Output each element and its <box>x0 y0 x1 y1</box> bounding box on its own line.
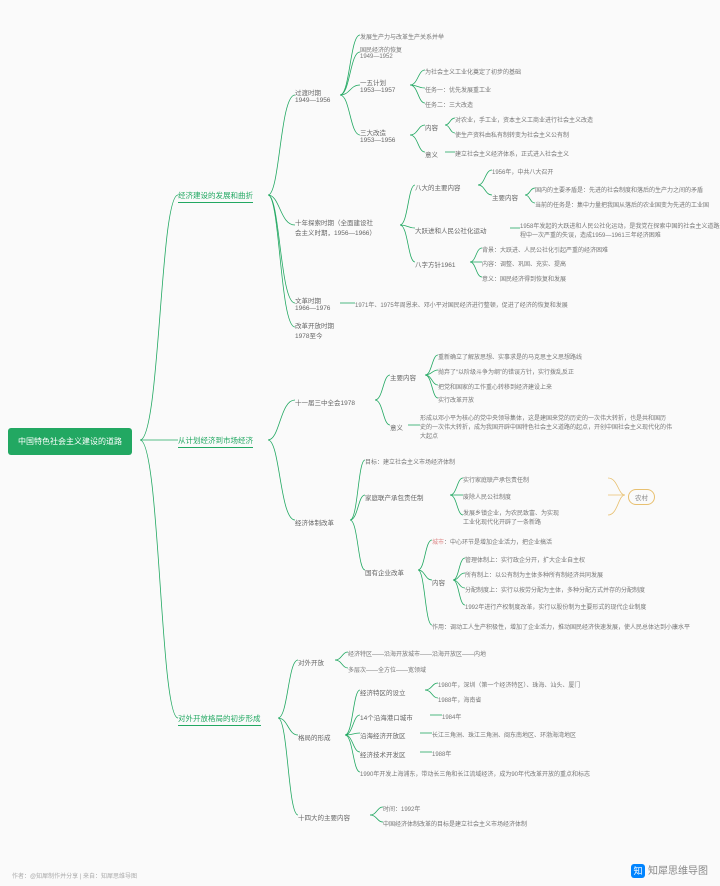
node-11th-plenum[interactable]: 十一届三中全会1978 <box>295 397 355 407</box>
node-first-plan[interactable]: 一五计划 1953—1957 <box>360 77 395 94</box>
leaf: 抛弃了“以阶级斗争为纲”的错误方针，实行拨乱反正 <box>438 367 574 376</box>
leaf: 时间：1992年 <box>383 804 420 813</box>
node[interactable]: 经济特区的设立 <box>360 687 406 697</box>
root-node[interactable]: 中国特色社会主义建设的道路 <box>8 428 132 455</box>
leaf: 意义：国民经济得到恢复和发展 <box>482 274 566 283</box>
zhihu-icon: 知 <box>631 864 645 878</box>
node-household[interactable]: 家庭联产承包责任制 <box>365 492 424 502</box>
node-transition[interactable]: 过渡时期 1949—1956 <box>295 87 330 104</box>
branch-economy-dev[interactable]: 经济建设的发展和曲折 <box>178 190 253 203</box>
leaf: 废除人民公社制度 <box>463 492 511 501</box>
node[interactable]: 意义 <box>390 422 403 432</box>
leaf: 国民经济的恢复 1949—1952 <box>360 45 402 60</box>
leaf: 1971年、1975年周恩来、邓小平对国民经济进行整顿，促进了经济的恢复和发展 <box>355 300 568 309</box>
leaf: 1958年发起的大跃进和人民公社化运动，是我党在探索中国的社会主义道路过 程中一… <box>520 221 720 239</box>
leaf: 发展乡镇企业，为农民致富、为实现 工业化现代化开辟了一条新路 <box>463 508 559 526</box>
leaf: 分配制度上：实行以按劳分配为主体，多种分配方式并存的分配制度 <box>465 585 645 594</box>
mindmap-container: 中国特色社会主义建设的道路 经济建设的发展和曲折 过渡时期 1949—1956 … <box>0 0 720 886</box>
leaf: 国内的主要矛盾是：先进的社会制度和落后的生产力之间的矛盾 <box>535 185 703 194</box>
leaf: 实行家庭联产承包责任制 <box>463 475 529 484</box>
bubble-rural: 农村 <box>628 489 655 505</box>
node[interactable]: 主要内容 <box>390 372 416 382</box>
node[interactable]: 八字方针1961 <box>415 259 455 269</box>
node[interactable]: 意义 <box>425 149 438 159</box>
leaf: 作用：调动工人生产积极性，增加了企业活力，推动国民经济快速发展，使人民总体达到小… <box>432 622 690 631</box>
node[interactable]: 经济技术开发区 <box>360 749 406 759</box>
node[interactable]: 内容 <box>432 577 445 587</box>
leaf: 长江三角洲、珠江三角洲、闽东南地区、环渤海湾地区 <box>432 730 576 739</box>
leaf: 多层次——全方位——宽领域 <box>348 665 426 674</box>
node-cultural-rev[interactable]: 文革时期 1966—1976 <box>295 295 330 312</box>
leaf: 任务一：优先发展重工业 <box>425 85 491 94</box>
leaf: 1956年，中共八大召开 <box>492 167 553 176</box>
leaf: 1980年，深圳（第一个经济特区）、珠海、汕头、厦门 <box>438 680 580 689</box>
leaf: 1988年，海南省 <box>438 695 481 704</box>
leaf: 对农业，手工业，资本主义工商业进行社会主义改造 <box>455 115 593 124</box>
node[interactable]: 沿海经济开放区 <box>360 730 406 740</box>
node-soe-reform[interactable]: 国有企业改革 <box>365 567 404 577</box>
leaf: 发展生产力与改革生产关系并举 <box>360 32 444 41</box>
leaf: 重新确立了解放思想、实事求是的马克思主义思想路线 <box>438 352 582 361</box>
node[interactable]: 14个沿海港口城市 <box>360 712 413 722</box>
leaf: 任务二：三大改造 <box>425 100 473 109</box>
leaf: 实行改革开放 <box>438 395 474 404</box>
node-open-outside[interactable]: 对外开放 <box>298 657 324 667</box>
leaf: 1992年进行产权制度改革，实行以股份制为主要形式的现代企业制度 <box>465 602 646 611</box>
node-reform-open[interactable]: 改革开放时期 1978至今 <box>295 320 334 340</box>
leaf: 背景：大跃进、人民公社化引起严重的经济困难 <box>482 245 608 254</box>
node[interactable]: 八大的主要内容 <box>415 182 461 192</box>
node[interactable]: 主要内容 <box>492 192 518 202</box>
leaf: 经济特区——沿海开放城市——沿海开放区——内地 <box>348 649 486 658</box>
branch-plan-to-market[interactable]: 从计划经济到市场经济 <box>178 435 253 448</box>
leaf: 城市：中心环节是增加企业活力，把企业搞活 <box>432 537 552 546</box>
leaf: 中国经济体制改革的目标是建立社会主义市场经济体制 <box>383 819 527 828</box>
leaf: 把党和国家的工作重心转移到经济建设上来 <box>438 382 552 391</box>
leaf: 使生产资料由私有制转变为社会主义公有制 <box>455 130 569 139</box>
node[interactable]: 大跃进和人民公社化运动 <box>415 225 487 235</box>
leaf: 形成以邓小平为核心的党中央领导集体，这是建国来党的历史的一次伟大转折，也是共和国… <box>420 413 672 440</box>
leaf: 所有制上：以公有制为主体多种所有制经济共同发展 <box>465 570 603 579</box>
node-econ-reform[interactable]: 经济体制改革 <box>295 517 334 527</box>
node[interactable]: 内容 <box>425 122 438 132</box>
leaf: 为社会主义工业化奠定了初步的基础 <box>425 67 521 76</box>
footer-credit: 作者：@知犀制作并分享 | 来自：知犀思维导图 <box>12 871 137 880</box>
leaf: 管理体制上：实行政企分开，扩大企业自主权 <box>465 555 585 564</box>
node-three-transform[interactable]: 三大改造 1953—1956 <box>360 127 395 144</box>
node-14th-congress[interactable]: 十四大的主要内容 <box>298 812 350 822</box>
leaf: 建立社会主义经济体系，正式进入社会主义 <box>455 149 569 158</box>
leaf: 内容：调整、巩固、充实、提高 <box>482 259 566 268</box>
node-pattern-form[interactable]: 格局的形成 <box>298 732 331 742</box>
watermark: 知知犀思维导图 <box>631 862 708 878</box>
leaf: 1990年开发上海浦东，带动长三角和长江流域经济，成为90年代改革开放的重点和标… <box>360 769 590 778</box>
branch-open-pattern[interactable]: 对外开放格局的初步形成 <box>178 713 261 726</box>
leaf: 目标：建立社会主义市场经济体制 <box>365 457 455 466</box>
node-ten-years[interactable]: 十年探索时期（全面建设社 会主义时期，1956—1966） <box>295 217 376 237</box>
leaf: 1988年 <box>432 749 451 758</box>
leaf: 当前的任务是：集中力量把我国从落后的农业国变为先进的工业国 <box>535 200 709 209</box>
leaf: 1984年 <box>442 712 461 721</box>
